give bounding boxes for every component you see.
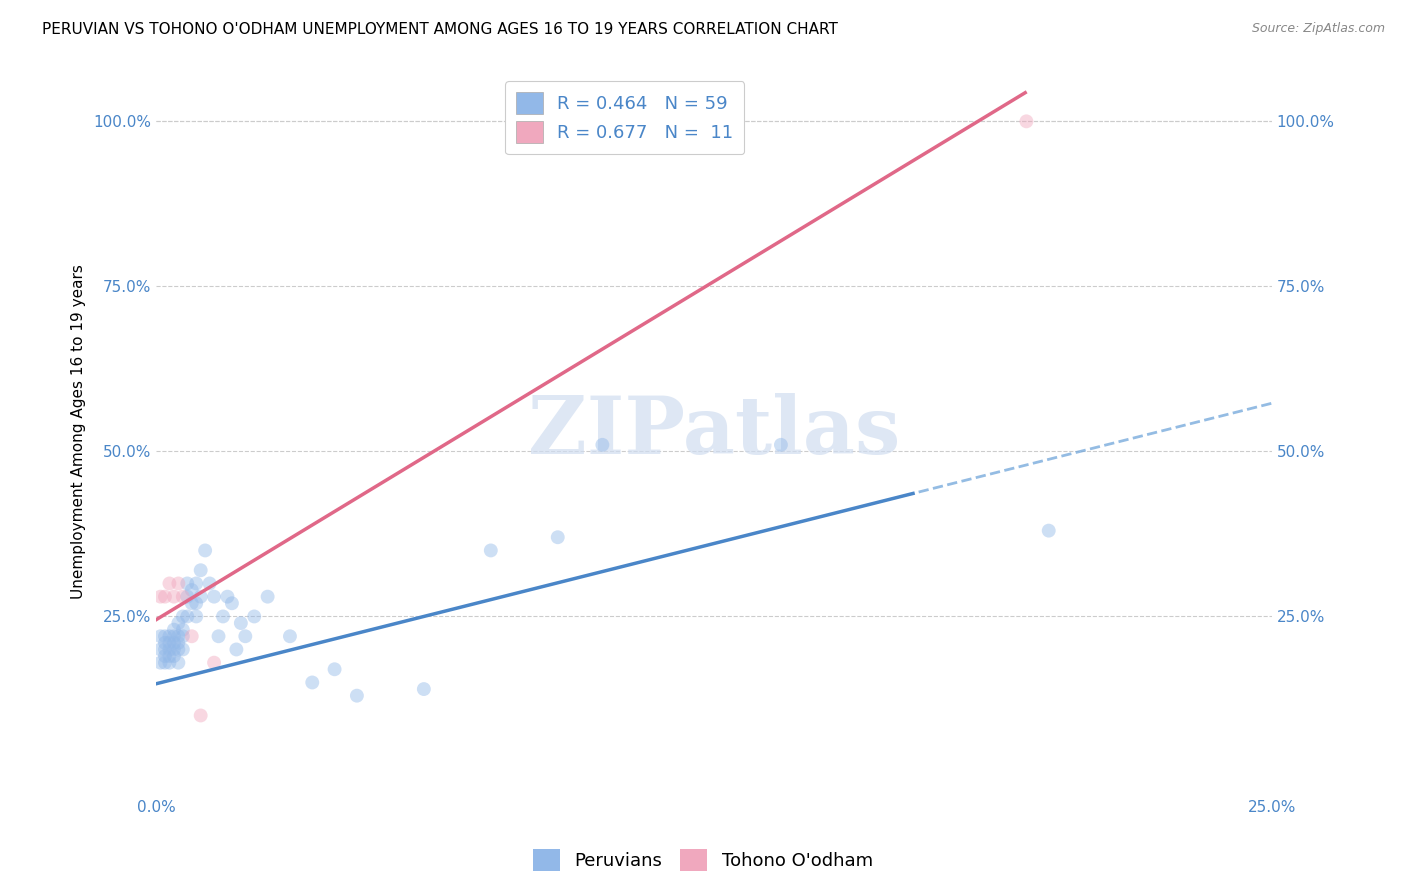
Y-axis label: Unemployment Among Ages 16 to 19 years: Unemployment Among Ages 16 to 19 years xyxy=(72,264,86,599)
Point xyxy=(212,609,235,624)
Point xyxy=(207,629,229,643)
Point xyxy=(163,590,186,604)
Point xyxy=(149,629,172,643)
Point xyxy=(153,629,176,643)
Point xyxy=(149,642,172,657)
Point xyxy=(190,708,212,723)
Point xyxy=(180,596,202,610)
Point xyxy=(167,636,190,650)
Point xyxy=(479,543,502,558)
Point xyxy=(172,609,194,624)
Point xyxy=(167,629,190,643)
Point xyxy=(159,576,181,591)
Point xyxy=(163,629,186,643)
Point xyxy=(186,609,208,624)
Point xyxy=(163,648,186,663)
Point xyxy=(159,636,181,650)
Point xyxy=(159,642,181,657)
Point xyxy=(180,582,202,597)
Point xyxy=(202,590,225,604)
Point xyxy=(153,590,176,604)
Point xyxy=(202,656,225,670)
Point xyxy=(769,438,792,452)
Point xyxy=(153,656,176,670)
Point xyxy=(167,642,190,657)
Point xyxy=(163,642,186,657)
Point xyxy=(591,438,613,452)
Point xyxy=(346,689,368,703)
Point xyxy=(725,114,748,128)
Point xyxy=(172,590,194,604)
Point xyxy=(167,615,190,630)
Point xyxy=(190,563,212,577)
Point xyxy=(221,596,243,610)
Point xyxy=(186,576,208,591)
Point xyxy=(256,590,278,604)
Point xyxy=(186,596,208,610)
Point xyxy=(167,656,190,670)
Legend: Peruvians, Tohono O'odham: Peruvians, Tohono O'odham xyxy=(526,842,880,879)
Text: Source: ZipAtlas.com: Source: ZipAtlas.com xyxy=(1251,22,1385,36)
Point xyxy=(159,656,181,670)
Point xyxy=(167,576,190,591)
Point xyxy=(159,648,181,663)
Point xyxy=(233,629,256,643)
Point xyxy=(153,636,176,650)
Text: PERUVIAN VS TOHONO O'ODHAM UNEMPLOYMENT AMONG AGES 16 TO 19 YEARS CORRELATION CH: PERUVIAN VS TOHONO O'ODHAM UNEMPLOYMENT … xyxy=(42,22,838,37)
Point xyxy=(153,648,176,663)
Point xyxy=(278,629,301,643)
Point xyxy=(1015,114,1038,128)
Point xyxy=(153,642,176,657)
Point xyxy=(172,623,194,637)
Point xyxy=(243,609,266,624)
Point xyxy=(163,636,186,650)
Point xyxy=(229,615,252,630)
Point xyxy=(176,609,198,624)
Point xyxy=(176,576,198,591)
Point xyxy=(194,543,217,558)
Point xyxy=(190,590,212,604)
Point xyxy=(149,656,172,670)
Point xyxy=(159,629,181,643)
Legend: R = 0.464   N = 59, R = 0.677   N =  11: R = 0.464 N = 59, R = 0.677 N = 11 xyxy=(505,81,744,154)
Text: ZIPatlas: ZIPatlas xyxy=(527,392,900,471)
Point xyxy=(1038,524,1060,538)
Point xyxy=(225,642,247,657)
Point xyxy=(547,530,569,544)
Point xyxy=(180,629,202,643)
Point xyxy=(176,590,198,604)
Point xyxy=(301,675,323,690)
Point xyxy=(149,590,172,604)
Point xyxy=(323,662,346,676)
Point xyxy=(198,576,221,591)
Point xyxy=(172,642,194,657)
Point xyxy=(172,629,194,643)
Point xyxy=(163,623,186,637)
Point xyxy=(412,682,434,697)
Point xyxy=(217,590,239,604)
